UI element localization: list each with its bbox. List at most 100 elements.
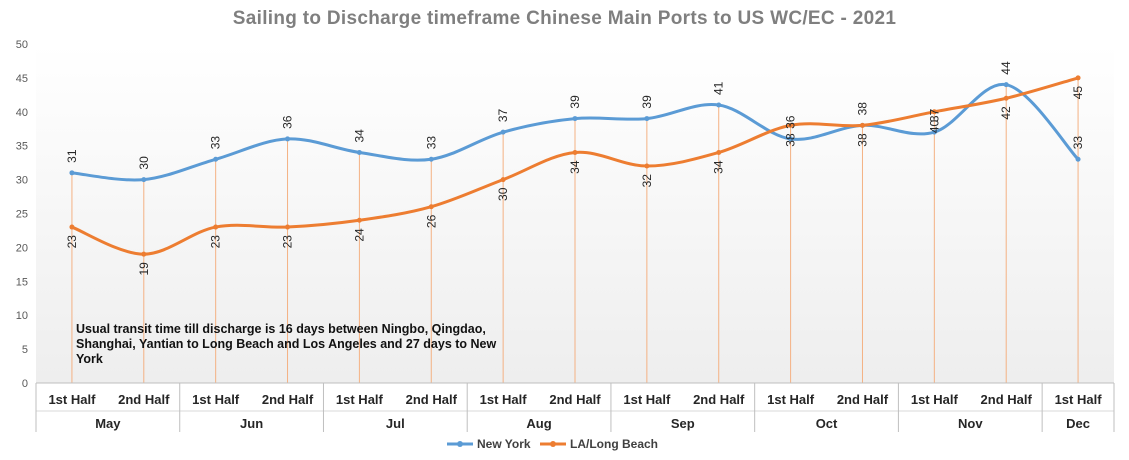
y-tick-label: 5 — [22, 344, 28, 356]
y-axis: 0 5 10 15 20 25 30 35 40 45 50 — [16, 39, 28, 390]
data-point — [931, 129, 937, 135]
data-point — [572, 149, 578, 155]
data-point — [213, 156, 219, 162]
drop-lines — [71, 77, 1079, 383]
data-point — [500, 129, 506, 135]
data-point — [500, 177, 506, 183]
chart-title: Sailing to Discharge timeframe Chinese M… — [232, 8, 897, 29]
data-point — [428, 156, 434, 162]
data-label: 45 — [1071, 86, 1085, 100]
data-label: 38 — [855, 102, 869, 116]
y-tick-label: 40 — [16, 107, 28, 119]
data-point — [931, 109, 937, 115]
data-label: 19 — [137, 262, 151, 276]
data-point — [428, 204, 434, 210]
x-tick-label: 2nd Half — [406, 392, 458, 407]
y-tick-label: 15 — [16, 276, 28, 288]
legend-label: LA/Long Beach — [570, 437, 658, 451]
x-tick-label: 2nd Half — [693, 392, 745, 407]
data-point — [1075, 156, 1081, 162]
data-label: 31 — [65, 149, 79, 163]
x-group-label: Jun — [240, 416, 263, 431]
data-label: 37 — [496, 108, 510, 122]
data-point — [285, 224, 291, 230]
x-tick-label: 2nd Half — [981, 392, 1033, 407]
data-point — [716, 102, 722, 108]
legend-label: New York — [477, 437, 531, 451]
y-tick-label: 25 — [16, 209, 28, 221]
x-tick-label: 1st Half — [480, 392, 528, 407]
data-point — [859, 122, 865, 128]
y-tick-label: 45 — [16, 73, 28, 85]
data-label: 39 — [568, 95, 582, 109]
data-label: 36 — [281, 115, 295, 129]
data-label: 44 — [999, 61, 1013, 75]
data-label: 41 — [712, 81, 726, 95]
x-tick-label: 1st Half — [623, 392, 671, 407]
x-tick-label: 1st Half — [767, 392, 815, 407]
data-label: 38 — [784, 133, 798, 147]
data-point — [572, 116, 578, 122]
data-label: 30 — [496, 187, 510, 201]
data-label: 33 — [424, 136, 438, 150]
data-point — [285, 136, 291, 142]
x-tick-label: 1st Half — [1055, 392, 1103, 407]
series-lines — [69, 75, 1081, 257]
data-point — [141, 177, 147, 183]
x-axis: 1st Half 2nd Half 1st Half 2nd Half 1st Half… — [35, 382, 1115, 432]
x-group-label: Nov — [958, 416, 983, 431]
data-label: 32 — [640, 174, 654, 188]
x-group-label: Aug — [526, 416, 551, 431]
data-label: 23 — [281, 235, 295, 249]
data-label: 34 — [568, 160, 582, 174]
y-tick-label: 50 — [16, 39, 28, 51]
data-point — [716, 149, 722, 155]
x-tick-label: 2nd Half — [118, 392, 170, 407]
data-label: 24 — [352, 228, 366, 242]
x-tick-label: 1st Half — [192, 392, 240, 407]
x-group-label: Oct — [816, 416, 838, 431]
x-tick-label: 2nd Half — [837, 392, 889, 407]
data-label: 30 — [137, 156, 151, 170]
data-point — [644, 116, 650, 122]
data-label: 38 — [855, 133, 869, 147]
y-tick-label: 35 — [16, 141, 28, 153]
x-group-label: Jul — [386, 416, 405, 431]
data-label: 40 — [927, 119, 941, 133]
x-group-label: May — [95, 416, 121, 431]
data-label: 39 — [640, 95, 654, 109]
data-point — [356, 217, 362, 223]
x-group-label: Sep — [671, 416, 695, 431]
x-tick-label: 1st Half — [48, 392, 96, 407]
data-label: 36 — [784, 115, 798, 129]
y-tick-label: 30 — [16, 175, 28, 187]
legend: New York LA/Long Beach — [447, 437, 658, 451]
legend-marker — [457, 441, 463, 447]
data-point — [213, 224, 219, 230]
y-tick-label: 20 — [16, 242, 28, 254]
x-group-label: Dec — [1066, 416, 1090, 431]
data-label: 33 — [209, 136, 223, 150]
data-point — [1003, 95, 1009, 101]
data-label: 34 — [352, 129, 366, 143]
x-tick-label: 2nd Half — [262, 392, 314, 407]
data-label: 37 — [927, 108, 941, 122]
data-point — [644, 163, 650, 169]
data-label: 23 — [65, 235, 79, 249]
x-tick-label: 2nd Half — [549, 392, 601, 407]
data-point — [1075, 75, 1081, 81]
data-label: 23 — [209, 235, 223, 249]
data-point — [69, 224, 75, 230]
data-label: 42 — [999, 106, 1013, 120]
data-point — [141, 251, 147, 257]
legend-marker — [550, 441, 556, 447]
x-tick-label: 1st Half — [336, 392, 384, 407]
data-point — [69, 170, 75, 176]
data-point — [356, 149, 362, 155]
y-tick-label: 10 — [16, 310, 28, 322]
data-labels: 31 30 33 36 34 33 37 39 39 41 36 38 37 44 33 23 19 23 23 24… — [65, 61, 1085, 276]
y-tick-label: 0 — [22, 378, 28, 390]
transit-note: Usual transit time till discharge is 16 … — [76, 322, 497, 366]
data-label: 26 — [424, 214, 438, 228]
